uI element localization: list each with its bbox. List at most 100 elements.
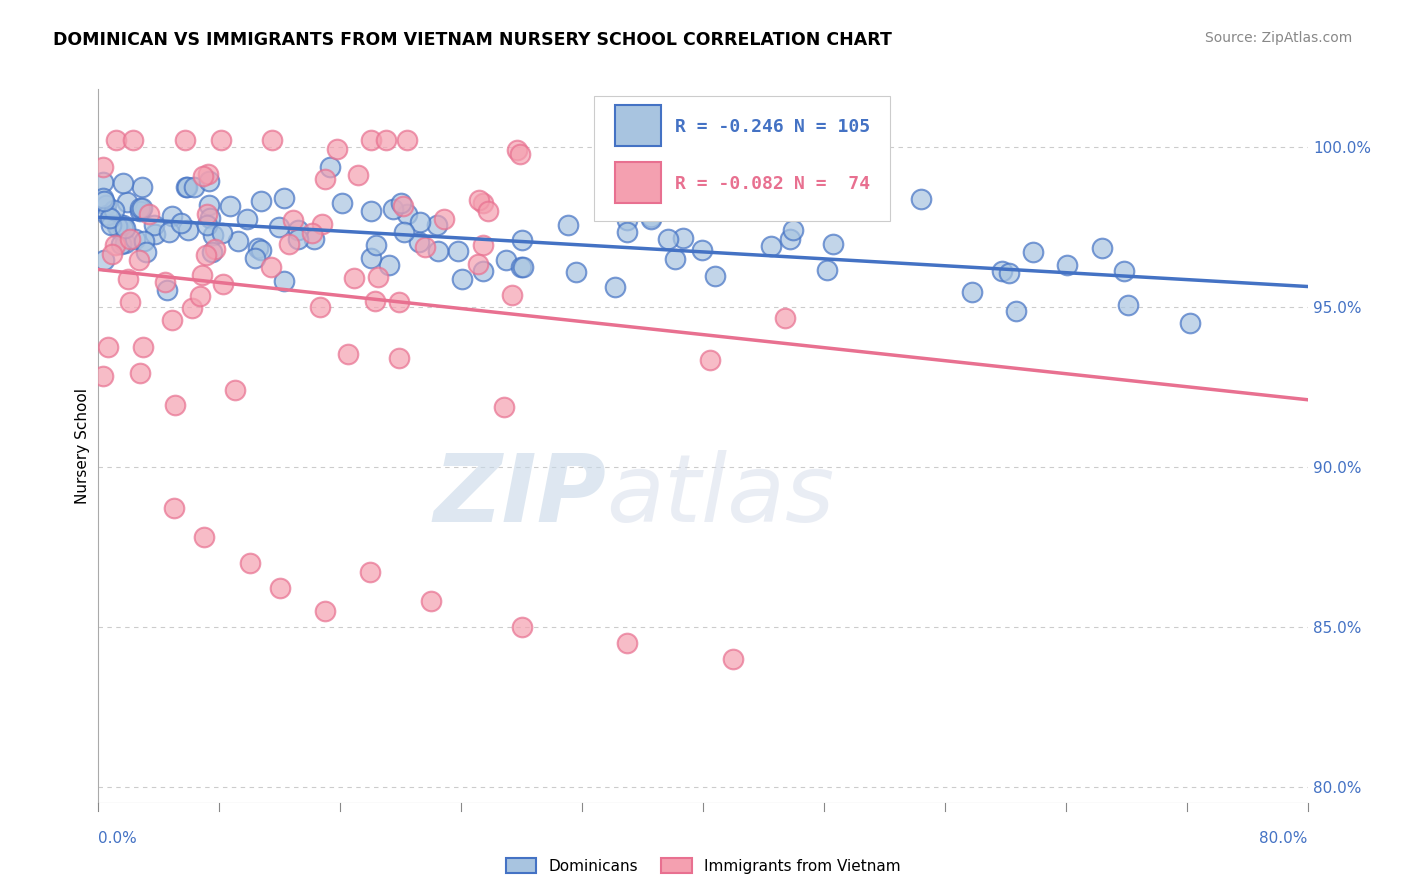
Point xyxy=(375,133,398,147)
Text: R = -0.082: R = -0.082 xyxy=(675,175,785,193)
Point xyxy=(260,260,283,275)
Point xyxy=(129,201,152,215)
Point xyxy=(176,180,198,194)
Text: N = 105: N = 105 xyxy=(793,118,870,136)
Point xyxy=(191,169,214,183)
Point xyxy=(821,237,844,252)
Point xyxy=(492,401,515,415)
Point xyxy=(204,242,226,256)
Point xyxy=(433,211,456,226)
Point xyxy=(301,226,323,240)
Point xyxy=(211,227,233,241)
Point xyxy=(122,133,145,147)
Point xyxy=(343,270,366,285)
Point xyxy=(606,159,628,173)
Point xyxy=(471,196,494,211)
Point xyxy=(143,227,166,242)
Point xyxy=(382,202,405,216)
Point xyxy=(409,215,432,229)
Point xyxy=(249,243,271,257)
Point xyxy=(1116,298,1139,312)
Point xyxy=(138,207,160,221)
Point xyxy=(135,244,157,259)
Point xyxy=(117,272,139,286)
Point xyxy=(191,268,214,282)
Point xyxy=(314,172,336,186)
Point xyxy=(388,351,411,366)
Point xyxy=(97,340,120,354)
Point xyxy=(200,244,222,259)
Point xyxy=(160,210,183,224)
Point xyxy=(505,143,527,157)
Point xyxy=(129,204,152,219)
Y-axis label: Nursery School: Nursery School xyxy=(75,388,90,504)
Point xyxy=(408,235,430,249)
Point xyxy=(664,252,686,266)
Text: 80.0%: 80.0% xyxy=(1260,831,1308,847)
Point xyxy=(118,232,141,246)
Point xyxy=(616,213,638,227)
Point xyxy=(998,266,1021,280)
Point xyxy=(616,636,638,650)
Point xyxy=(198,211,221,225)
Point xyxy=(817,262,839,277)
Point xyxy=(1022,245,1045,260)
Point xyxy=(672,231,695,245)
Point xyxy=(467,256,489,270)
Point xyxy=(360,203,382,218)
Point xyxy=(91,191,114,205)
Point xyxy=(287,232,309,246)
Point xyxy=(183,180,205,194)
Point xyxy=(1004,303,1026,318)
Point xyxy=(616,225,638,239)
Point xyxy=(198,198,221,212)
Point xyxy=(377,258,399,272)
Point xyxy=(156,283,179,297)
Point xyxy=(91,369,114,384)
Point xyxy=(640,211,662,225)
Point xyxy=(128,253,150,268)
Point xyxy=(177,223,200,237)
Point xyxy=(243,252,266,266)
Point xyxy=(239,556,262,570)
Point xyxy=(510,233,533,247)
Point xyxy=(723,652,745,666)
Point xyxy=(363,293,385,308)
Point xyxy=(360,251,382,265)
Point xyxy=(1056,258,1078,272)
Point xyxy=(366,237,388,252)
Point xyxy=(157,226,180,240)
Point xyxy=(91,175,114,189)
Point xyxy=(1091,242,1114,256)
Point xyxy=(250,194,273,208)
Point xyxy=(640,212,662,227)
Point xyxy=(304,232,326,246)
Point xyxy=(129,366,152,380)
Point xyxy=(273,191,295,205)
Point xyxy=(163,398,186,412)
Point xyxy=(509,260,531,274)
Text: Source: ZipAtlas.com: Source: ZipAtlas.com xyxy=(1205,31,1353,45)
Point xyxy=(94,198,117,212)
Point xyxy=(108,217,131,231)
Point xyxy=(451,271,474,285)
Point xyxy=(118,295,141,310)
Point xyxy=(277,237,299,252)
Point xyxy=(308,300,330,314)
FancyBboxPatch shape xyxy=(614,162,661,203)
Point xyxy=(195,218,218,232)
Point xyxy=(1112,264,1135,278)
Point xyxy=(112,176,135,190)
Point xyxy=(319,160,342,174)
Point xyxy=(236,211,259,226)
Point xyxy=(131,340,153,354)
Point xyxy=(761,239,783,253)
Point xyxy=(281,213,304,227)
Point xyxy=(93,253,115,268)
Point xyxy=(392,199,415,213)
Point xyxy=(197,173,219,187)
Point xyxy=(201,227,224,242)
Point xyxy=(1178,316,1201,330)
Point xyxy=(131,180,153,194)
Point xyxy=(114,221,136,235)
